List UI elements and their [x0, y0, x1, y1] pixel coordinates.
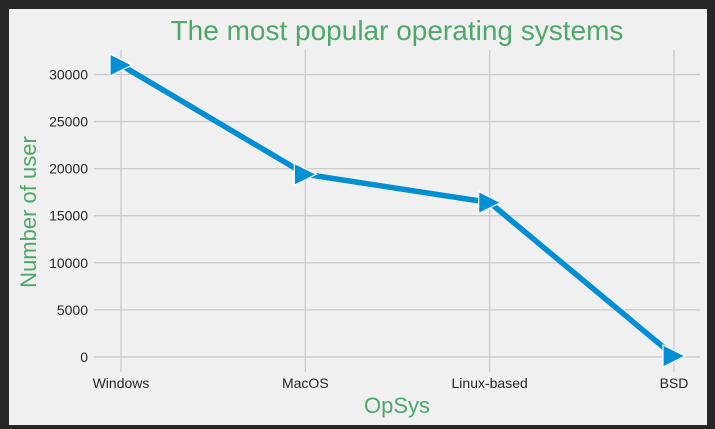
chart-title: The most popular operating systems: [171, 15, 624, 46]
y-axis-label: Number of user: [16, 136, 41, 288]
data-point-marker: [478, 190, 503, 215]
data-point-marker: [662, 344, 687, 368]
x-tick-label: Linux-based: [452, 375, 528, 391]
data-point-marker: [109, 53, 134, 78]
data-series: [109, 53, 687, 368]
series-line: [118, 62, 677, 359]
y-tick-label: 10000: [49, 255, 88, 271]
y-tick-label: 20000: [49, 161, 88, 177]
y-tick-label: 30000: [49, 66, 88, 82]
x-tick-label: BSD: [660, 375, 689, 391]
y-tick-label: 25000: [49, 114, 88, 130]
grid-lines: [94, 50, 700, 372]
y-tick-label: 15000: [49, 208, 88, 224]
y-tick-label: 0: [80, 349, 88, 365]
x-tick-labels: Windows MacOS Linux-based BSD: [93, 375, 689, 391]
x-tick-label: MacOS: [282, 375, 329, 391]
x-axis-label: OpSys: [364, 393, 430, 418]
x-tick-label: Windows: [93, 375, 150, 391]
chart-background: [9, 9, 707, 425]
y-tick-label: 5000: [57, 302, 88, 318]
data-point-marker: [293, 162, 318, 187]
y-tick-labels: 0 5000 10000 15000 20000 25000 30000: [49, 66, 88, 364]
